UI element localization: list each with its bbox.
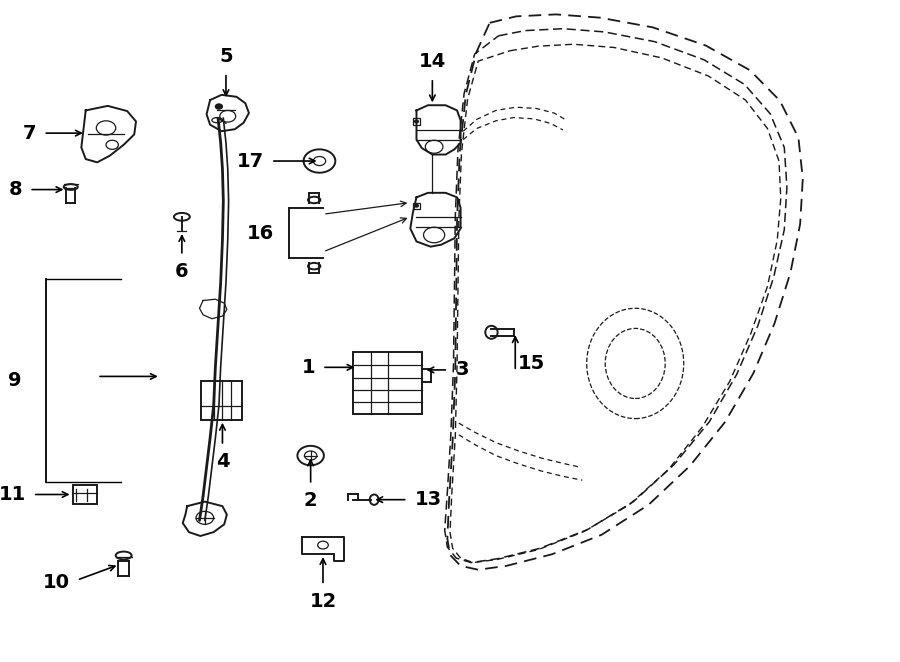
Bar	[413, 203, 420, 209]
Bar	[73, 485, 97, 504]
Text: 17: 17	[237, 152, 264, 171]
Text: 3: 3	[455, 360, 469, 379]
Text: 4: 4	[216, 452, 230, 471]
Text: 7: 7	[22, 124, 36, 142]
Text: 8: 8	[9, 180, 22, 199]
Text: 10: 10	[43, 573, 70, 592]
Text: 2: 2	[304, 491, 318, 510]
Bar	[202, 381, 242, 420]
Text: 14: 14	[418, 52, 446, 71]
Text: 9: 9	[8, 371, 22, 390]
Bar	[353, 352, 422, 414]
Circle shape	[414, 204, 419, 208]
Circle shape	[215, 104, 222, 109]
Text: 13: 13	[415, 490, 442, 509]
Text: 15: 15	[518, 354, 545, 373]
Text: 12: 12	[310, 592, 337, 611]
Text: 11: 11	[0, 485, 26, 504]
Text: 6: 6	[176, 262, 189, 281]
Text: 16: 16	[247, 224, 274, 242]
Text: 1: 1	[302, 358, 315, 377]
Text: 5: 5	[220, 47, 233, 66]
Bar	[413, 118, 420, 124]
Circle shape	[414, 120, 419, 123]
